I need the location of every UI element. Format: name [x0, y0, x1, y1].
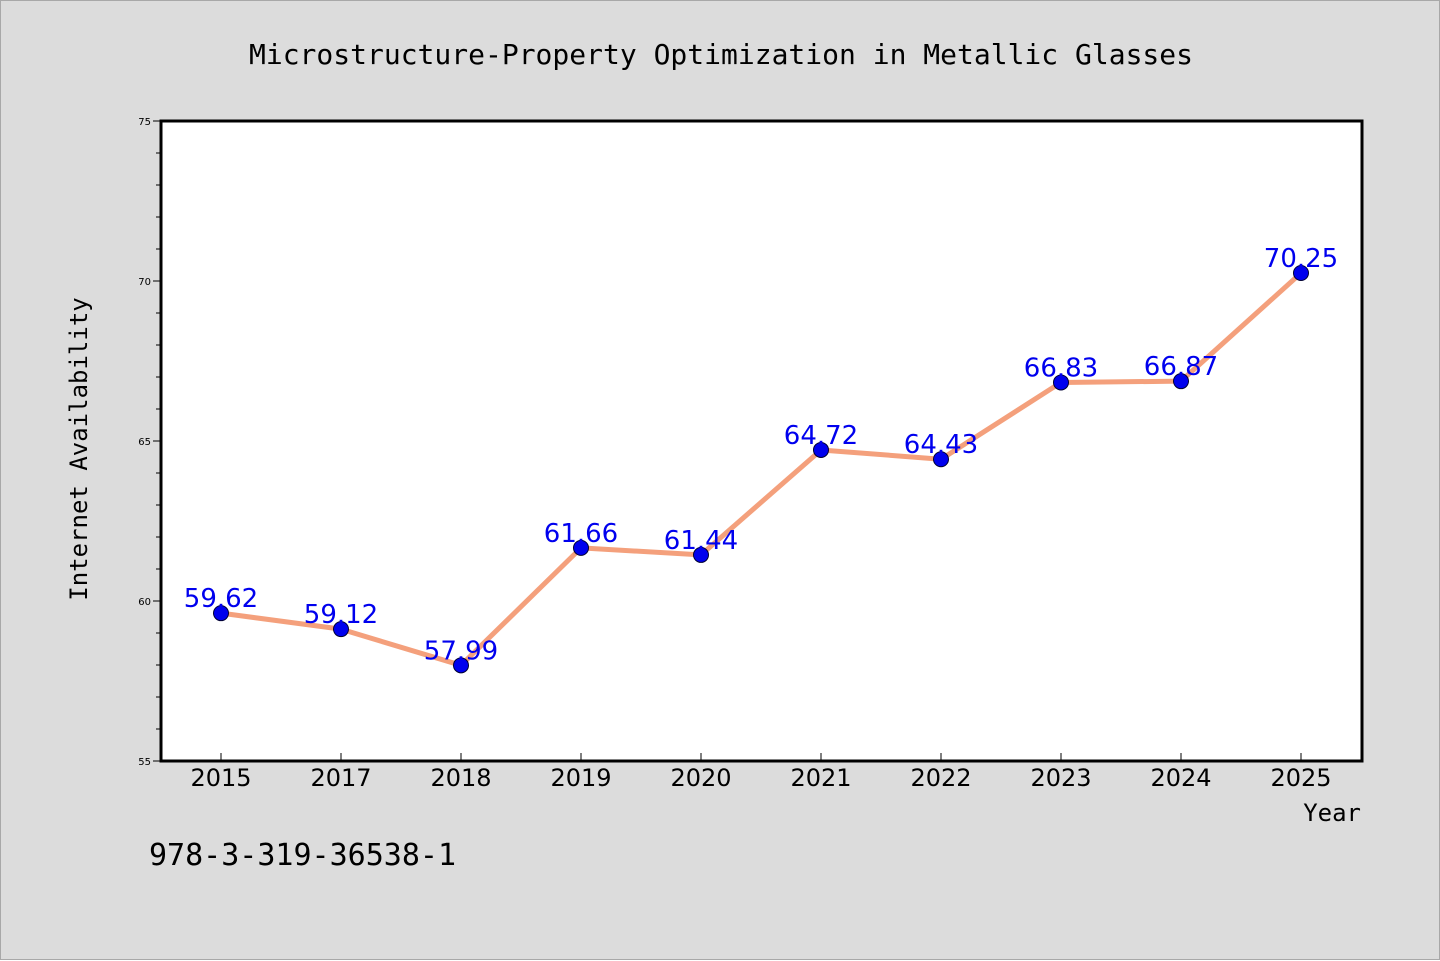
data-label: 59.12 — [304, 600, 378, 630]
data-point — [1293, 265, 1309, 281]
data-point — [1173, 373, 1189, 390]
x-tick-label: 2018 — [430, 764, 491, 792]
x-tick-label: 2020 — [670, 764, 731, 792]
data-point — [1053, 374, 1069, 391]
isbn-annotation: 978-3-319-36538-1 — [149, 838, 456, 873]
y-tick-label: 75 — [138, 117, 151, 128]
x-tick-label: 2025 — [1270, 764, 1331, 792]
y-tick-label: 60 — [138, 597, 151, 608]
y-tick-label: 55 — [138, 757, 151, 768]
series-line — [220, 271, 1303, 668]
x-axis: 2015 2017 2018 2019 2020 2021 2022 2023 2024 2025 — [190, 753, 1332, 792]
y-axis-label: Internet Availability — [65, 297, 93, 600]
chart-title: Microstructure-Property Optimization in … — [249, 38, 1193, 71]
data-point — [813, 441, 829, 458]
x-axis-label: Year — [1303, 799, 1361, 827]
x-tick-label: 2023 — [1030, 764, 1091, 792]
x-tick-label: 2024 — [1150, 764, 1211, 792]
data-label: 61.66 — [544, 519, 618, 549]
plot-area — [159, 119, 1364, 763]
data-label: 57.99 — [424, 636, 498, 666]
data-label: 70.25 — [1264, 244, 1338, 274]
data-label: 66.83 — [1024, 353, 1098, 383]
data-label: 64.72 — [784, 421, 858, 451]
data-label: 66.87 — [1144, 352, 1218, 382]
data-point — [333, 621, 349, 638]
data-point — [213, 605, 229, 622]
data-label: 61.44 — [664, 526, 738, 556]
x-tick-label: 2015 — [190, 764, 251, 792]
y-tick-label: 65 — [138, 437, 151, 448]
data-label: 64.43 — [904, 430, 978, 460]
x-tick-label: 2021 — [790, 764, 851, 792]
series-group: 59.62 59.12 57.99 61.66 61.44 64.72 64.43 66.83… — [184, 244, 1338, 674]
data-point — [573, 539, 589, 556]
x-tick-label: 2017 — [310, 764, 371, 792]
data-point — [453, 657, 469, 674]
x-tick-label: 2022 — [910, 764, 971, 792]
y-axis: 55 60 65 70 75 — [138, 117, 161, 768]
y-tick-label: 70 — [138, 277, 151, 288]
x-tick-label: 2019 — [550, 764, 611, 792]
data-label: 59.62 — [184, 584, 258, 614]
data-point — [933, 451, 949, 468]
data-point — [693, 546, 709, 563]
